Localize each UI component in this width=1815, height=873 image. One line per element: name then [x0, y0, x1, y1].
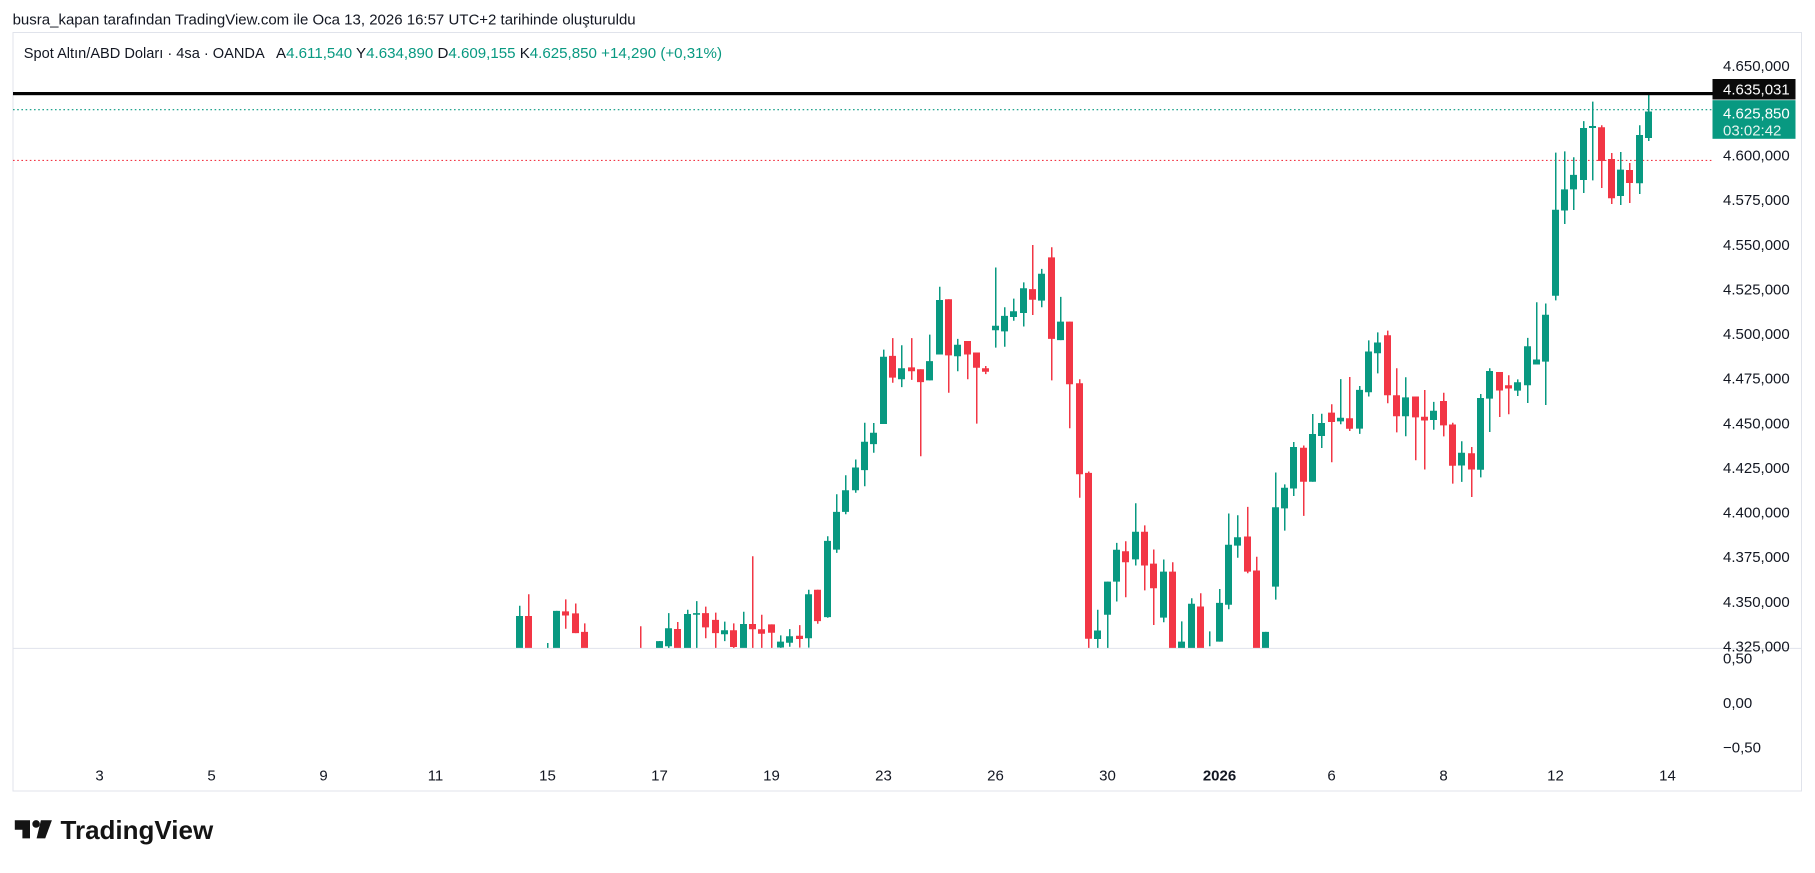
- svg-text:8: 8: [1439, 768, 1447, 785]
- svg-text:12: 12: [1547, 768, 1564, 785]
- svg-text:busra_kapan tarafından Trading: busra_kapan tarafından TradingView.com i…: [13, 12, 636, 29]
- svg-text:23: 23: [875, 768, 892, 785]
- svg-text:4.450,000: 4.450,000: [1723, 415, 1790, 432]
- svg-text:4.375,000: 4.375,000: [1723, 549, 1790, 566]
- svg-text:4.575,000: 4.575,000: [1723, 192, 1790, 209]
- svg-text:4.625,850: 4.625,850: [1723, 105, 1790, 122]
- svg-text:19: 19: [763, 768, 780, 785]
- svg-text:TradingView: TradingView: [61, 815, 214, 845]
- svg-text:Spot Altın/ABD Doları · 4sa ·: Spot Altın/ABD Doları · 4sa · OANDA: [24, 46, 265, 62]
- svg-text:6: 6: [1327, 768, 1335, 785]
- svg-text:4.600,000: 4.600,000: [1723, 148, 1790, 165]
- svg-text:17: 17: [651, 768, 668, 785]
- svg-text:4.550,000: 4.550,000: [1723, 237, 1790, 254]
- svg-text:4.650,000: 4.650,000: [1723, 58, 1790, 75]
- svg-text:−0,50: −0,50: [1723, 740, 1761, 757]
- svg-text:0,00: 0,00: [1723, 695, 1752, 712]
- svg-text:9: 9: [319, 768, 327, 785]
- svg-text:4.500,000: 4.500,000: [1723, 326, 1790, 343]
- svg-text:4.350,000: 4.350,000: [1723, 594, 1790, 611]
- svg-text:5: 5: [207, 768, 215, 785]
- svg-text:4.475,000: 4.475,000: [1723, 371, 1790, 388]
- svg-text:4.400,000: 4.400,000: [1723, 505, 1790, 522]
- svg-text:4.325,000: 4.325,000: [1723, 639, 1790, 656]
- svg-text:26: 26: [987, 768, 1004, 785]
- svg-text:4.425,000: 4.425,000: [1723, 460, 1790, 477]
- svg-text:30: 30: [1099, 768, 1116, 785]
- svg-text:0,50: 0,50: [1723, 651, 1752, 668]
- svg-text:15: 15: [539, 768, 556, 785]
- svg-text:03:02:42: 03:02:42: [1723, 122, 1781, 139]
- svg-text:3: 3: [95, 768, 103, 785]
- svg-text:4.635,031: 4.635,031: [1723, 82, 1790, 99]
- svg-text:11: 11: [428, 768, 444, 785]
- svg-text:14: 14: [1659, 768, 1676, 785]
- svg-text:4.525,000: 4.525,000: [1723, 281, 1790, 298]
- svg-text:A4.611,540 Y4.634,890 D4.609: A4.611,540 Y4.634,890 D4.609,155 K4.625,…: [276, 45, 722, 62]
- svg-text:2026: 2026: [1203, 768, 1236, 785]
